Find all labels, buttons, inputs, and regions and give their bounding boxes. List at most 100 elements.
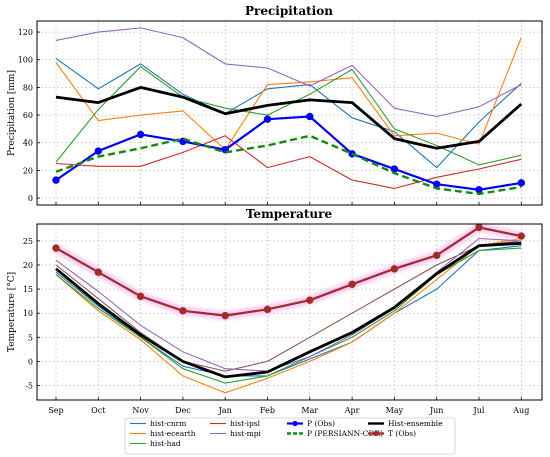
- precip-point-p-obs: [263, 115, 272, 123]
- temp-line-hist-mpi: [55, 237, 522, 372]
- temp-series-t-obs: [52, 222, 525, 321]
- xtick-label: May: [386, 406, 404, 415]
- precip-line-hist-ipsl: [55, 135, 522, 189]
- temp-point-t-obs: [221, 311, 229, 320]
- xtick-label: Feb: [260, 406, 275, 415]
- precip-line-hist-ecearth: [55, 37, 522, 151]
- temp-point-t-obs: [517, 232, 525, 240]
- temp-point-t-obs: [263, 305, 272, 314]
- precip-point-p-obs: [517, 179, 525, 187]
- temp-line-hist-ipsl: [55, 240, 522, 372]
- legend-label: hist-mpi: [230, 429, 262, 438]
- precip-series-hist-cnrm: [55, 57, 522, 169]
- precip-frame: [36, 20, 543, 206]
- legend-item-hist-ipsl: hist-ipsl: [210, 419, 261, 428]
- precip-panel: Precipitation 0 20 40 60 80 100 120 Precipitat…: [7, 4, 543, 206]
- precip-ytick-label: 100: [18, 56, 33, 65]
- legend-item-hist-had: hist-had: [130, 439, 181, 448]
- legend-label: T (Obs): [388, 429, 416, 438]
- temp-point-t-obs: [94, 268, 103, 276]
- legend-label: Hist-ensemble: [388, 419, 443, 428]
- precip-ytick-label: 120: [18, 28, 33, 37]
- temp-panel: Temperature -5 0 5 10 15 20 25 Sep Oct Nov Dec Jan…: [7, 207, 543, 415]
- temp-line-hist-ensemble: [55, 241, 522, 379]
- precip-line-hist-mpi: [55, 27, 522, 118]
- precip-ytick-label: 80: [23, 83, 33, 92]
- temp-title: Temperature: [246, 207, 333, 221]
- xtick-label: Mar: [301, 406, 318, 415]
- legend-label: hist-ecearth: [150, 429, 196, 438]
- precip-line-hist-ensemble: [55, 86, 523, 150]
- temp-ytick-label: 20: [23, 261, 33, 270]
- precip-series-hist-ipsl: [55, 135, 522, 189]
- xtick-label: Dec: [175, 406, 191, 415]
- temp-point-t-obs: [475, 223, 483, 232]
- xtick-label: Aug: [512, 406, 529, 415]
- temp-series: [52, 222, 525, 394]
- precip-ytick-label: 20: [23, 166, 33, 175]
- xtick-label: Jul: [473, 406, 485, 415]
- xtick-label: Oct: [91, 406, 106, 415]
- temp-point-t-obs: [348, 280, 356, 288]
- legend-item-hist-mpi: hist-mpi: [210, 429, 262, 438]
- precip-series-hist-had: [55, 66, 522, 166]
- precip-series: [52, 27, 525, 196]
- temp-series-hist-ipsl: [55, 240, 522, 372]
- xtick-label: Apr: [344, 406, 360, 415]
- precip-ylabel: Precipitation [mm]: [7, 70, 17, 156]
- xtick-label: Jun: [429, 406, 444, 415]
- temp-point-t-obs: [52, 244, 60, 252]
- precip-ytick-label: 0: [28, 194, 33, 203]
- legend-item-p-obs: P (Obs): [287, 419, 335, 428]
- xtick-label: Nov: [132, 406, 149, 415]
- temp-series-hist-ecearth: [55, 237, 522, 394]
- legend-item-hist-ensemble: Hist-ensemble: [368, 419, 443, 428]
- temp-frame: [36, 223, 543, 401]
- precip-point-p-obs: [94, 147, 103, 155]
- precip-ytick-label: 60: [23, 111, 33, 120]
- legend-marker: [292, 420, 298, 427]
- temp-line-hist-ecearth: [55, 237, 522, 394]
- precip-point-p-obs: [136, 130, 145, 139]
- temp-point-t-obs: [433, 251, 441, 260]
- precip-line-hist-had: [55, 66, 522, 166]
- temp-point-t-obs: [306, 296, 314, 304]
- temp-ytick-label: -5: [25, 382, 33, 391]
- precip-series-hist-mpi: [55, 27, 522, 118]
- temp-x-ticks: Sep Oct Nov Dec Jan Feb Mar Apr May Jun Jul Aug: [48, 406, 529, 415]
- temp-ytick-label: 15: [23, 285, 33, 294]
- precip-line-p-obs: [55, 115, 522, 191]
- precip-point-p-obs: [306, 112, 314, 121]
- temp-line-t-obs: [55, 226, 522, 317]
- temp-series-hist-mpi: [55, 237, 522, 372]
- legend-label: P (PERSIANN-CDR): [307, 429, 383, 438]
- legend-marker: [373, 430, 379, 437]
- temp-series-hist-ensemble: [55, 241, 522, 379]
- legend-item-hist-cnrm: hist-cnrm: [130, 419, 186, 428]
- precip-line-hist-cnrm: [55, 57, 522, 169]
- temp-point-t-obs: [390, 265, 399, 273]
- precip-point-p-obs: [475, 186, 483, 194]
- legend-frame: [124, 417, 456, 455]
- legend-item-p-persiann-cdr: P (PERSIANN-CDR): [287, 429, 383, 438]
- temp-ytick-label: 5: [28, 333, 33, 342]
- precip-grid: [37, 21, 542, 205]
- temp-ytick-label: 0: [28, 357, 33, 366]
- temp-ytick-label: 25: [23, 237, 33, 246]
- precip-ytick-label: 40: [23, 139, 33, 148]
- legend-label: hist-ipsl: [230, 419, 261, 428]
- legend-label: P (Obs): [307, 419, 335, 428]
- temp-point-t-obs: [136, 292, 145, 301]
- precip-series-hist-ecearth: [55, 37, 522, 151]
- temp-ylabel: Temperature [°C]: [7, 272, 17, 352]
- legend-item-hist-ecearth: hist-ecearth: [130, 429, 196, 438]
- temp-y-ticks: -5 0 5 10 15 20 25: [23, 237, 40, 391]
- xtick-label: Sep: [48, 406, 63, 415]
- temp-point-t-obs: [179, 307, 187, 315]
- precip-point-p-obs: [52, 176, 60, 184]
- temp-grid: [37, 224, 542, 400]
- precip-point-p-obs: [390, 165, 399, 173]
